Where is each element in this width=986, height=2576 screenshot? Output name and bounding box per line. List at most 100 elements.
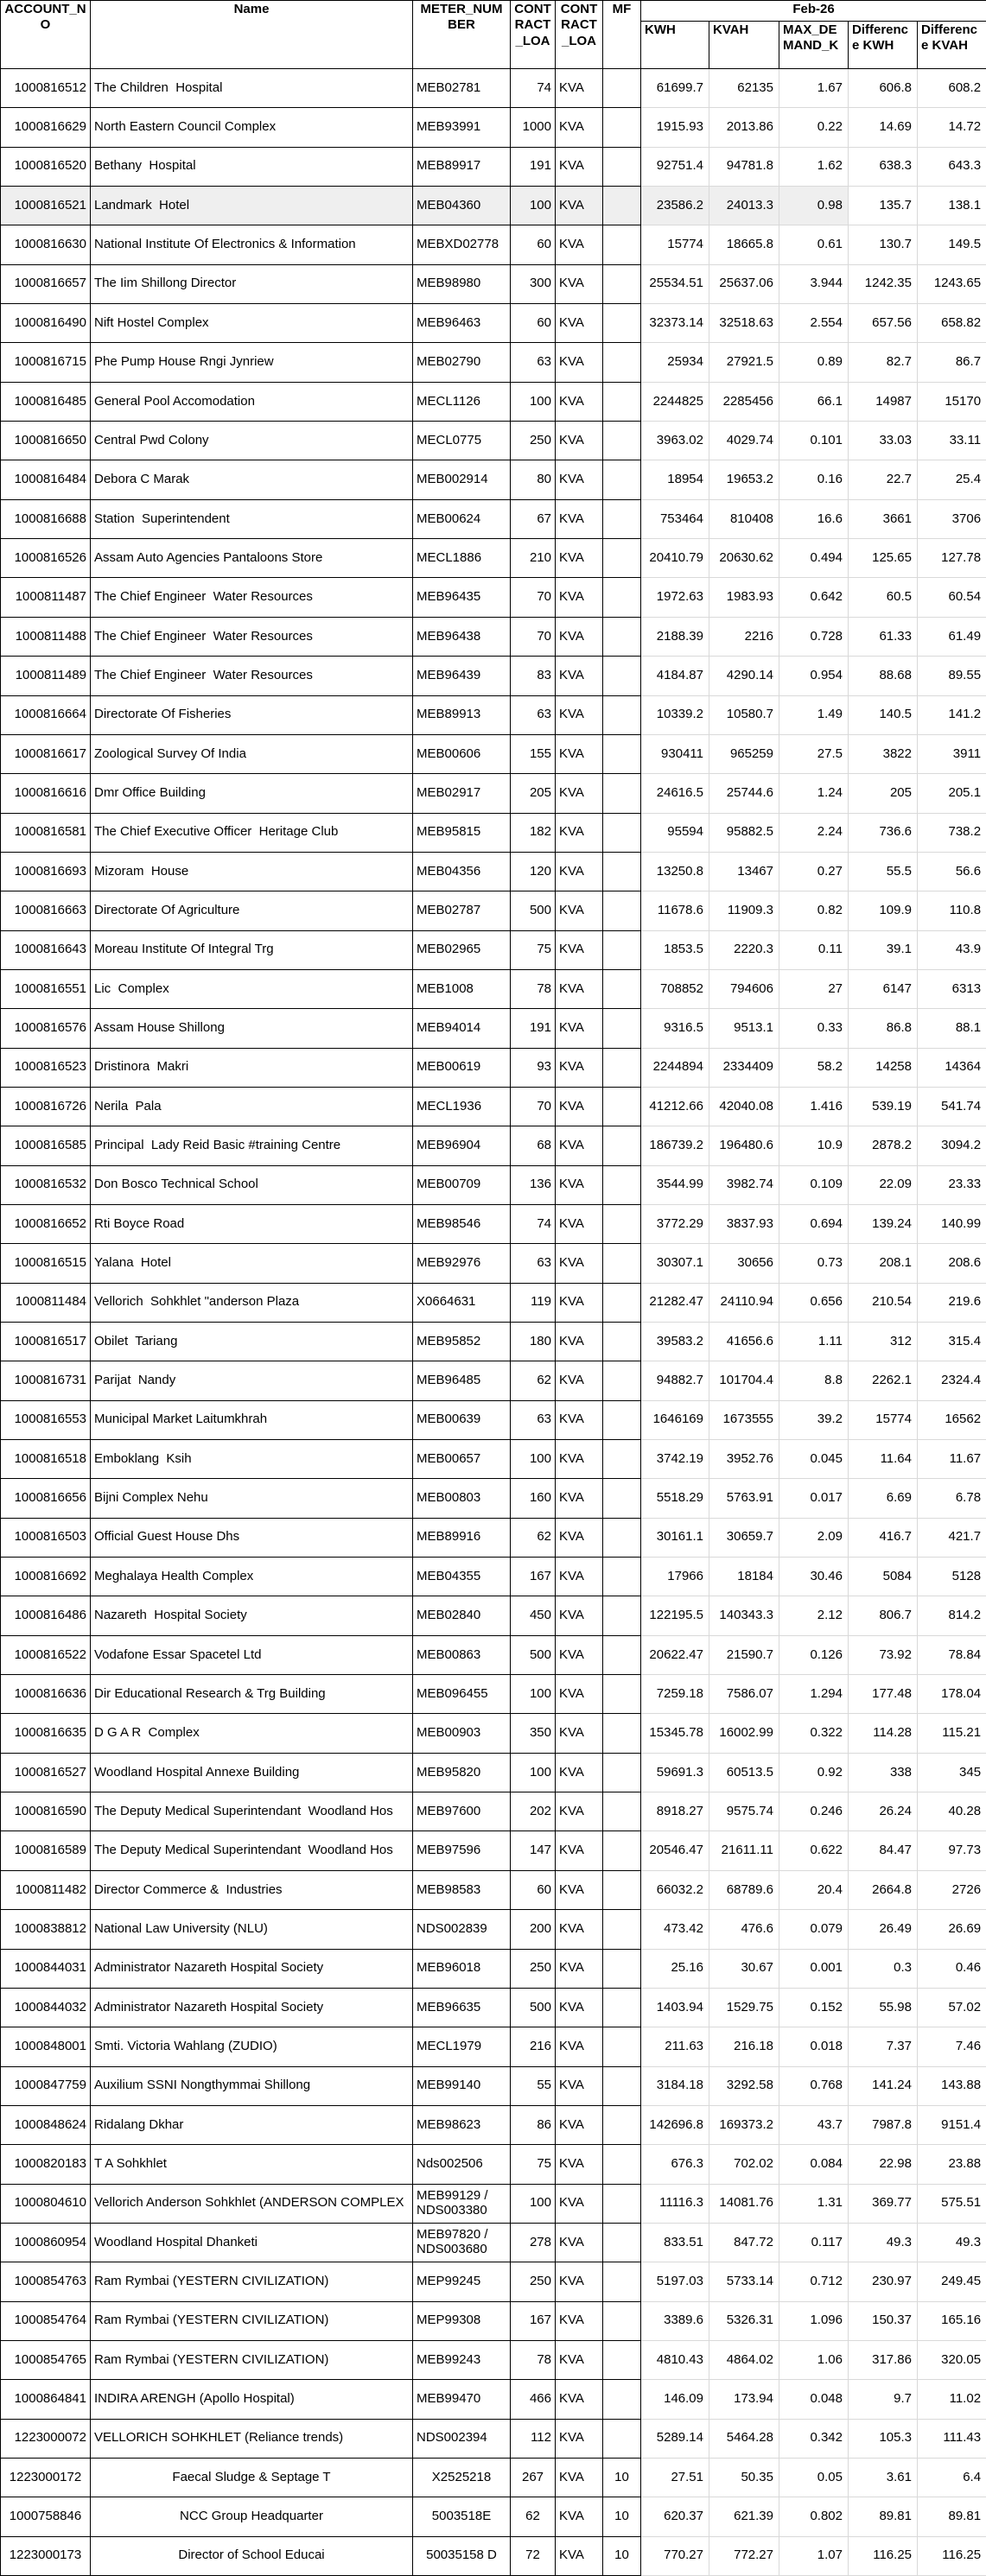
consumer-name-cell: NCC Group Headquarter — [91, 2497, 413, 2536]
col-header-contract-load: CONT RACT _LOA — [511, 1, 556, 69]
mf-cell — [603, 1400, 641, 1439]
max-demand-cell: 10.9 — [779, 1126, 849, 1165]
difference-kwh-cell: 205 — [849, 774, 918, 813]
table-row: 1000816551 Lic Complex MEB1008 78 KVA 70… — [1, 969, 986, 1008]
meter-number-cell: MEB98623 — [413, 2105, 511, 2144]
mf-cell — [603, 264, 641, 303]
max-demand-cell: 0.954 — [779, 657, 849, 695]
kwh-cell: 27.51 — [641, 2458, 709, 2497]
kvah-cell: 25744.6 — [709, 774, 779, 813]
kvah-cell: 18184 — [709, 1558, 779, 1596]
consumer-name-cell: The Chief Engineer Water Resources — [91, 617, 413, 656]
table-row: 1000816518 Emboklang Ksih MEB00657 100 K… — [1, 1440, 986, 1479]
kvah-cell: 810408 — [709, 499, 779, 538]
max-demand-cell: 0.622 — [779, 1831, 849, 1870]
load-unit-cell: KVA — [556, 108, 603, 147]
max-demand-cell: 30.46 — [779, 1558, 849, 1596]
kwh-cell: 833.51 — [641, 2223, 709, 2262]
meter-number-cell: MECL1126 — [413, 382, 511, 421]
mf-cell: 10 — [603, 2536, 641, 2575]
contract-load-cell: 100 — [511, 1440, 556, 1479]
contract-load-cell: 55 — [511, 2066, 556, 2105]
difference-kvah-cell: 315.4 — [918, 1323, 986, 1361]
difference-kwh-cell: 89.81 — [849, 2497, 918, 2536]
mf-cell — [603, 1831, 641, 1870]
max-demand-cell: 1.24 — [779, 774, 849, 813]
account-no-cell: 1000816635 — [1, 1714, 91, 1753]
load-unit-cell: KVA — [556, 657, 603, 695]
table-row: 1000816693 Mizoram House MEB04356 120 KV… — [1, 852, 986, 891]
max-demand-cell: 2.554 — [779, 304, 849, 343]
kwh-cell: 3544.99 — [641, 1165, 709, 1204]
kwh-cell: 20622.47 — [641, 1635, 709, 1674]
account-no-cell: 1000816521 — [1, 187, 91, 225]
max-demand-cell: 0.079 — [779, 1910, 849, 1949]
table-row: 1223000072 VELLORICH SOHKHLET (Reliance … — [1, 2419, 986, 2458]
account-no-cell: 1000848001 — [1, 2027, 91, 2066]
difference-kwh-cell: 15774 — [849, 1400, 918, 1439]
load-unit-cell: KVA — [556, 1283, 603, 1322]
difference-kwh-cell: 806.7 — [849, 1596, 918, 1635]
col-header-difference-kvah: Differenc e KVAH — [918, 22, 986, 69]
table-row: 1000854763 Ram Rymbai (YESTERN CIVILIZAT… — [1, 2262, 986, 2301]
consumer-name-cell: Administrator Nazareth Hospital Society — [91, 1949, 413, 1988]
difference-kvah-cell: 14.72 — [918, 108, 986, 147]
difference-kvah-cell: 575.51 — [918, 2184, 986, 2223]
max-demand-cell: 0.694 — [779, 1204, 849, 1243]
kwh-cell: 25534.51 — [641, 264, 709, 303]
mf-cell — [603, 774, 641, 813]
contract-load-cell: 155 — [511, 734, 556, 773]
mf-cell — [603, 1440, 641, 1479]
meter-number-cell: MEB89916 — [413, 1518, 511, 1557]
consumer-name-cell: Dir Educational Research & Trg Building — [91, 1675, 413, 1714]
table-row: 1000838812 National Law University (NLU)… — [1, 1910, 986, 1949]
account-no-cell: 1000816581 — [1, 813, 91, 852]
consumer-name-cell: INDIRA ARENGH (Apollo Hospital) — [91, 2380, 413, 2419]
kvah-cell: 1673555 — [709, 1400, 779, 1439]
difference-kwh-cell: 9.7 — [849, 2380, 918, 2419]
max-demand-cell: 0.98 — [779, 187, 849, 225]
difference-kvah-cell: 89.55 — [918, 657, 986, 695]
consumer-name-cell: Ram Rymbai (YESTERN CIVILIZATION) — [91, 2301, 413, 2340]
difference-kvah-cell: 127.78 — [918, 539, 986, 578]
mf-cell — [603, 969, 641, 1008]
contract-load-cell: 100 — [511, 187, 556, 225]
kwh-cell: 2244825 — [641, 382, 709, 421]
difference-kvah-cell: 49.3 — [918, 2223, 986, 2262]
load-unit-cell: KVA — [556, 813, 603, 852]
account-no-cell: 1000804610 — [1, 2184, 91, 2223]
load-unit-cell: KVA — [556, 2458, 603, 2497]
table-row: 1000847759 Auxilium SSNI Nongthymmai Shi… — [1, 2066, 986, 2105]
difference-kwh-cell: 369.77 — [849, 2184, 918, 2223]
contract-load-cell: 120 — [511, 852, 556, 891]
load-unit-cell: KVA — [556, 2419, 603, 2458]
table-row: 1000816726 Nerila Pala MECL1936 70 KVA 4… — [1, 1087, 986, 1126]
kvah-cell: 2220.3 — [709, 930, 779, 969]
account-no-cell: 1000816636 — [1, 1675, 91, 1714]
table-row: 1000864841 INDIRA ARENGH (Apollo Hospita… — [1, 2380, 986, 2419]
kwh-cell: 59691.3 — [641, 1753, 709, 1792]
max-demand-cell: 0.22 — [779, 108, 849, 147]
account-no-cell: 1000816650 — [1, 422, 91, 460]
account-no-cell: 1000820183 — [1, 2145, 91, 2184]
table-row: 1000816486 Nazareth Hospital Society MEB… — [1, 1596, 986, 1635]
load-unit-cell: KVA — [556, 2340, 603, 2379]
consumer-name-cell: Zoological Survey Of India — [91, 734, 413, 773]
table-row: 1000816663 Directorate Of Agriculture ME… — [1, 891, 986, 930]
contract-load-cell: 267 — [511, 2458, 556, 2497]
consumer-name-cell: The Chief Executive Officer Heritage Clu… — [91, 813, 413, 852]
difference-kwh-cell: 416.7 — [849, 1518, 918, 1557]
meter-number-cell: MEB002914 — [413, 460, 511, 499]
difference-kvah-cell: 738.2 — [918, 813, 986, 852]
kvah-cell: 621.39 — [709, 2497, 779, 2536]
contract-load-cell: 202 — [511, 1792, 556, 1831]
max-demand-cell: 0.33 — [779, 1009, 849, 1048]
difference-kvah-cell: 9151.4 — [918, 2105, 986, 2144]
consumer-name-cell: Woodland Hospital Annexe Building — [91, 1753, 413, 1792]
difference-kvah-cell: 11.67 — [918, 1440, 986, 1479]
table-row: 1000816526 Assam Auto Agencies Pantaloon… — [1, 539, 986, 578]
max-demand-cell: 0.342 — [779, 2419, 849, 2458]
meter-number-cell: 5003518E — [413, 2497, 511, 2536]
table-row: 1000816656 Bijni Complex Nehu MEB00803 1… — [1, 1479, 986, 1518]
kvah-cell: 25637.06 — [709, 264, 779, 303]
